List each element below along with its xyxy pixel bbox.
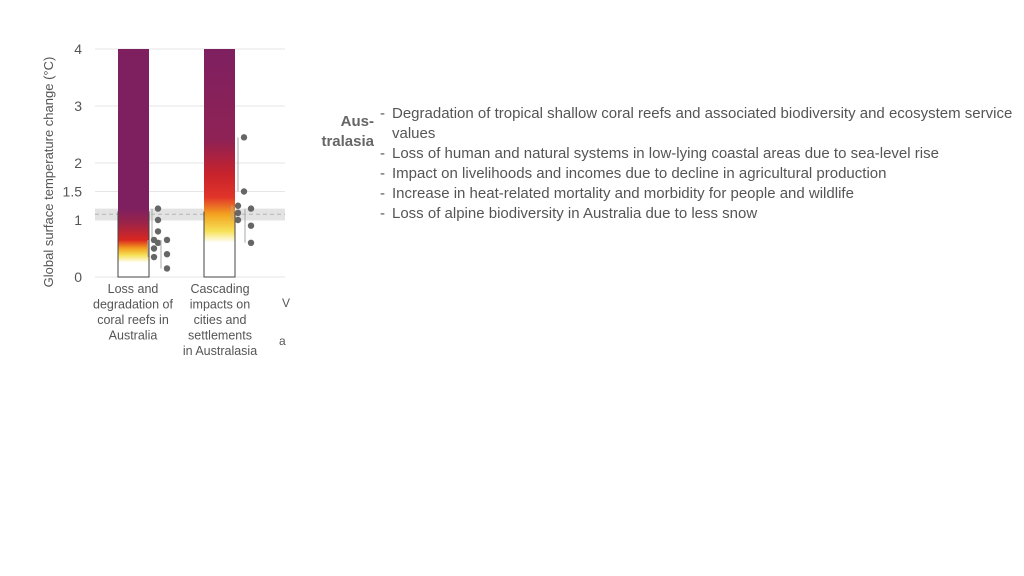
risk-item: - Increase in heat-related mortality and … <box>380 184 1020 204</box>
risk-text: Loss of alpine biodiversity in Australia… <box>392 205 758 222</box>
risk-text: Increase in heat-related mortality and m… <box>392 185 854 202</box>
confidence-dot <box>150 245 158 252</box>
clipped-label-fragment: a <box>279 334 286 348</box>
category-label-line: Loss and <box>108 282 159 296</box>
confidence-dot <box>247 205 255 212</box>
confidence-dot <box>247 222 255 229</box>
confidence-dot <box>234 202 242 209</box>
confidence-dot <box>150 236 158 244</box>
y-tick-label: 3 <box>74 98 82 114</box>
confidence-dot <box>150 253 158 261</box>
region-label: Aus- tralasia <box>308 112 374 152</box>
confidence-dot <box>240 188 248 195</box>
ember-bar-outline <box>203 211 236 278</box>
ember-bar-outline <box>117 211 150 278</box>
risk-bullet: - <box>380 205 385 222</box>
burning-embers-chart: 0 1 1.5 2 3 4 Global surface temperature chan… <box>41 41 290 358</box>
region-label-line2: tralasia <box>321 133 374 150</box>
y-axis-label: Global surface temperature change (°C) <box>41 57 56 288</box>
ember-bar <box>204 49 235 277</box>
category-label-line: in Australasia <box>183 344 257 358</box>
confidence-dot <box>163 251 171 258</box>
confidence-dot <box>154 205 162 212</box>
risk-item: - Degradation of tropical shallow coral r… <box>380 104 1020 144</box>
risk-bullet: - <box>380 185 385 202</box>
category-label-line: degradation of <box>93 298 173 312</box>
risk-bullet: - <box>380 105 385 122</box>
confidence-dot <box>154 228 162 235</box>
y-tick-label: 1.5 <box>63 184 83 200</box>
confidence-dot <box>234 209 242 217</box>
y-tick-label: 0 <box>74 269 82 285</box>
risk-item: - Loss of human and natural systems in lo… <box>380 144 1020 164</box>
risk-bullet: - <box>380 165 385 182</box>
category-label-line: cities and <box>194 313 247 327</box>
risk-text: Loss of human and natural systems in low… <box>392 145 939 162</box>
y-tick-label: 2 <box>74 155 82 171</box>
risk-list: - Degradation of tropical shallow coral r… <box>380 104 1020 224</box>
risk-text: Impact on livelihoods and incomes due to… <box>392 165 887 182</box>
category-label-line: settlements <box>188 329 252 343</box>
confidence-dot <box>247 239 255 246</box>
region-label-line1: Aus- <box>340 113 374 130</box>
risk-item: - Loss of alpine biodiversity in Australi… <box>380 204 1020 224</box>
y-tick-label: 1 <box>74 212 82 228</box>
risk-text: Degradation of tropical shallow coral re… <box>392 105 1013 142</box>
risk-item: - Impact on livelihoods and incomes due t… <box>380 164 1020 184</box>
confidence-dot <box>154 216 162 224</box>
category-label-line: Australia <box>109 329 158 343</box>
confidence-dot <box>234 216 242 224</box>
clipped-label-fragment: V <box>282 296 290 310</box>
y-tick-label: 4 <box>74 41 82 57</box>
ember-bar <box>118 49 149 277</box>
confidence-dot <box>163 236 171 244</box>
category-label-line: impacts on <box>190 298 250 312</box>
category-label-line: Cascading <box>190 282 249 296</box>
category-label-line: coral reefs in <box>97 313 169 327</box>
category-label: Loss and degradation of coral reefs in Aust… <box>93 282 173 343</box>
category-label: Cascading impacts on cities and settlements… <box>183 282 257 358</box>
confidence-dot <box>163 265 171 272</box>
risk-bullet: - <box>380 145 385 162</box>
confidence-dot <box>240 134 248 141</box>
